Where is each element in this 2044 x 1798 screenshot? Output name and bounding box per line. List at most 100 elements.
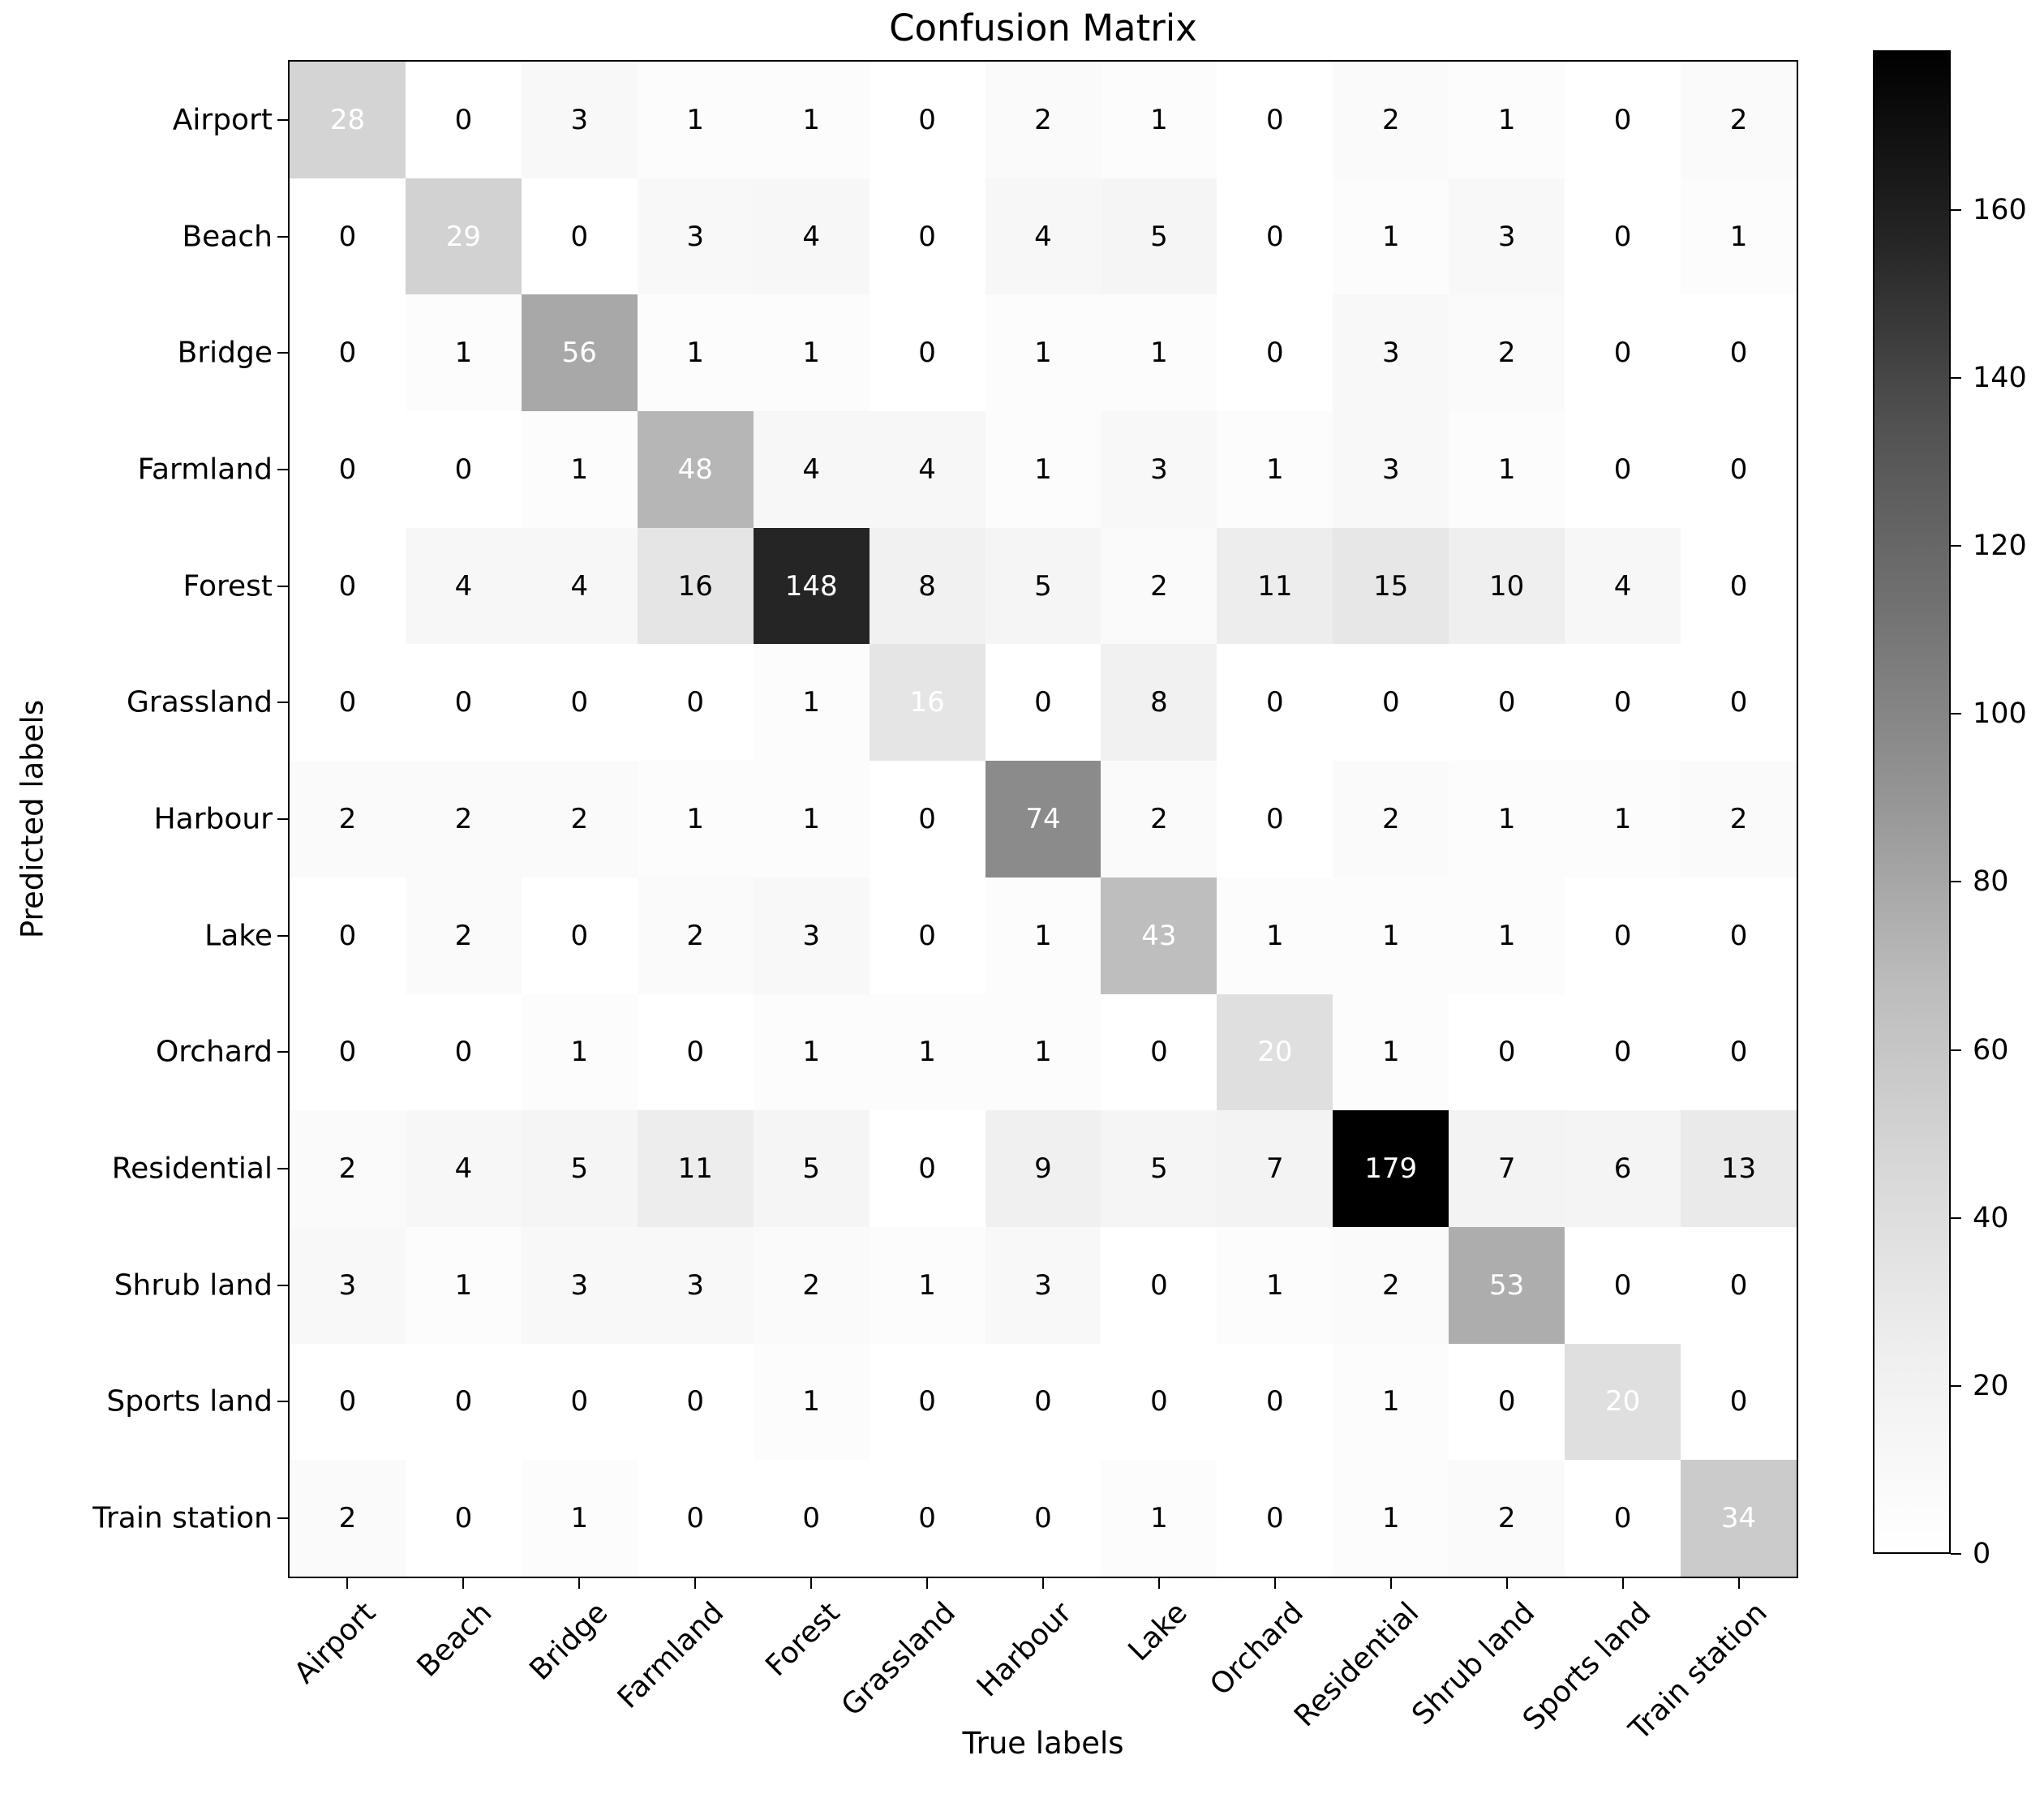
x-tick — [810, 1578, 813, 1589]
y-tick-label: Sports land — [106, 1384, 273, 1418]
matrix-cell: 1 — [1217, 1226, 1333, 1344]
matrix-cell: 0 — [1565, 178, 1681, 295]
y-tick-label: Farmland — [137, 453, 273, 487]
colorbar-tick — [1951, 713, 1961, 715]
x-tick-label: Harbour — [970, 1596, 1078, 1704]
matrix-cell: 0 — [405, 411, 522, 528]
matrix-cell: 0 — [869, 62, 986, 178]
matrix-cell: 1 — [985, 411, 1101, 528]
matrix-cell: 0 — [290, 178, 406, 295]
y-tick-label: Bridge — [177, 336, 273, 370]
matrix-cell: 0 — [869, 877, 986, 994]
matrix-cell: 0 — [1565, 62, 1681, 178]
matrix-cell: 5 — [1101, 178, 1217, 295]
matrix-cell: 0 — [869, 1343, 986, 1461]
matrix-cell: 0 — [521, 877, 638, 994]
y-tick — [277, 468, 288, 470]
matrix-cell: 0 — [1565, 877, 1681, 994]
matrix-cell: 1 — [753, 993, 870, 1111]
matrix-cell: 1 — [637, 62, 754, 178]
matrix-cell: 0 — [1565, 294, 1681, 412]
matrix-cell: 1 — [985, 993, 1101, 1111]
matrix-cell: 0 — [290, 411, 406, 528]
matrix-cell: 1 — [1449, 877, 1565, 994]
matrix-cell: 1 — [521, 1460, 638, 1577]
matrix-cell: 1 — [521, 411, 638, 528]
matrix-cell: 2 — [1681, 62, 1797, 178]
matrix-cell: 0 — [985, 1343, 1101, 1461]
matrix-cell: 0 — [405, 644, 522, 762]
matrix-cell: 8 — [869, 527, 986, 645]
matrix-cell: 2 — [1333, 62, 1449, 178]
x-tick-label: Beach — [410, 1596, 499, 1684]
colorbar-tick-label: 60 — [1973, 1033, 2009, 1066]
colorbar-tick — [1951, 1553, 1961, 1555]
matrix-cell: 2 — [1101, 761, 1217, 878]
matrix-cell: 5 — [1101, 1110, 1217, 1227]
matrix-cell: 0 — [405, 1343, 522, 1461]
y-tick-label: Train station — [92, 1501, 273, 1535]
matrix-cell: 4 — [985, 178, 1101, 295]
matrix-cell: 4 — [405, 527, 522, 645]
matrix-cell: 0 — [637, 993, 754, 1111]
matrix-cell: 0 — [1449, 644, 1565, 762]
matrix-cell: 3 — [521, 62, 638, 178]
matrix-cell: 2 — [753, 1226, 870, 1344]
matrix-cell: 0 — [1449, 1343, 1565, 1461]
colorbar-tick-label: 160 — [1973, 193, 2027, 226]
matrix-cell: 0 — [1333, 644, 1449, 762]
matrix-cell: 0 — [1565, 993, 1681, 1111]
y-tick — [277, 352, 288, 354]
y-tick — [277, 585, 288, 587]
matrix-cell: 0 — [1681, 411, 1797, 528]
matrix-cell: 15 — [1333, 527, 1449, 645]
matrix-cell: 56 — [521, 294, 638, 412]
x-tick-label: Grassland — [835, 1596, 963, 1723]
matrix-cell: 3 — [290, 1226, 406, 1344]
matrix-cell: 1 — [405, 294, 522, 412]
matrix-cell: 2 — [405, 761, 522, 878]
matrix-cell: 0 — [985, 1460, 1101, 1577]
matrix-cell: 0 — [637, 1460, 754, 1577]
matrix-cell: 1 — [753, 1343, 870, 1461]
matrix-cell: 0 — [869, 1110, 986, 1227]
x-tick — [1389, 1578, 1392, 1589]
y-tick-label: Lake — [204, 919, 273, 953]
matrix-cell: 1 — [637, 294, 754, 412]
x-tick — [1042, 1578, 1044, 1589]
matrix-cell: 0 — [869, 294, 986, 412]
matrix-cell: 1 — [753, 644, 870, 762]
y-tick — [277, 118, 288, 121]
matrix-cell: 20 — [1565, 1343, 1681, 1461]
matrix-cell: 1 — [985, 877, 1101, 994]
y-tick-label: Grassland — [127, 685, 273, 719]
matrix-cell: 20 — [1217, 993, 1333, 1111]
matrix-cell: 1 — [1217, 411, 1333, 528]
x-tick — [346, 1578, 349, 1589]
matrix-cell: 1 — [869, 1226, 986, 1344]
colorbar-tick-label: 0 — [1973, 1538, 1991, 1570]
matrix-cell: 1 — [753, 294, 870, 412]
y-tick — [277, 818, 288, 820]
matrix-cell: 0 — [1217, 644, 1333, 762]
matrix-cell: 2 — [1101, 527, 1217, 645]
matrix-cell: 1 — [753, 761, 870, 878]
matrix-cell: 0 — [869, 178, 986, 295]
matrix-cell: 1 — [1333, 1343, 1449, 1461]
matrix-cell: 0 — [1681, 644, 1797, 762]
y-tick-label: Airport — [172, 103, 273, 137]
matrix-cell: 0 — [1217, 1343, 1333, 1461]
matrix-cell: 5 — [753, 1110, 870, 1227]
matrix-cell: 1 — [1101, 62, 1217, 178]
matrix-cell: 74 — [985, 761, 1101, 878]
matrix-cell: 1 — [1333, 1460, 1449, 1577]
matrix-cell: 148 — [753, 527, 870, 645]
y-tick-label: Residential — [111, 1152, 273, 1186]
x-tick-label: Lake — [1122, 1596, 1194, 1668]
colorbar-tick-label: 140 — [1973, 361, 2027, 394]
colorbar-tick — [1951, 1384, 1961, 1387]
y-tick — [277, 1168, 288, 1170]
x-tick — [578, 1578, 581, 1589]
matrix-cell: 0 — [1217, 1460, 1333, 1577]
matrix-cell: 11 — [637, 1110, 754, 1227]
